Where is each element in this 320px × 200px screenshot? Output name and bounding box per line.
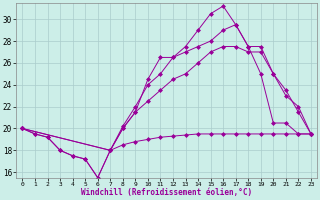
X-axis label: Windchill (Refroidissement éolien,°C): Windchill (Refroidissement éolien,°C) (81, 188, 252, 197)
